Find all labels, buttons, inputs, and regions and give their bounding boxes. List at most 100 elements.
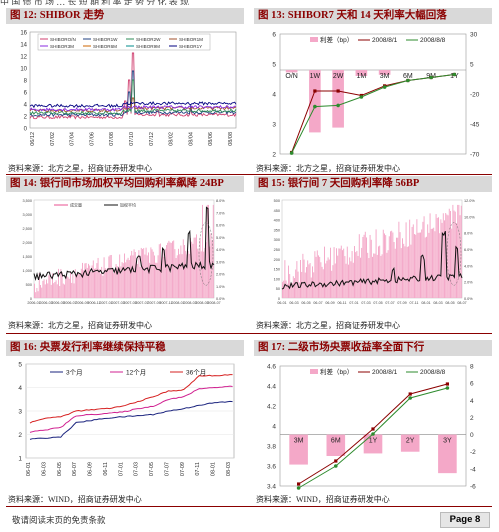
fig17-chart: 4.6 4.4 4.2 4 3.8 3.6 3.4 8 6 4 2 0 -2 -4 -6 3M 6M 1Y 2Y 3Y… [267, 364, 476, 491]
volume-bar [300, 259, 301, 298]
volume-bar [453, 210, 455, 298]
volume-bar [390, 231, 391, 298]
volume-bar [342, 250, 343, 298]
volume-bar [301, 271, 303, 298]
volume-bar [334, 263, 336, 298]
volume-bar [71, 282, 73, 298]
y-tick-label: 2 [24, 115, 28, 121]
volume-bar [114, 269, 116, 298]
x-tick-label: 07/02 [50, 132, 56, 146]
y-tick-label-left: 2 [272, 152, 276, 159]
volume-bar [35, 292, 37, 298]
fig13-title: 图 13: SHIBOR7 天和 14 天利率大幅回落 [254, 8, 492, 24]
volume-bar [338, 248, 340, 298]
volume-bar [370, 239, 372, 298]
x-tick-label: 08/04 [188, 132, 194, 146]
rate-0808-point [445, 386, 450, 390]
legend-label: SHIBOR1M [179, 37, 203, 42]
y-tick-label-right: -2 [470, 449, 476, 456]
rate-0808-point [289, 151, 294, 155]
volume-bar [364, 231, 366, 298]
volume-bar [184, 245, 185, 298]
legend-label: 2008/8/1 [372, 37, 398, 44]
plot-area [279, 365, 467, 487]
legend-label: 利差（bp） [320, 35, 353, 44]
volume-bar [95, 268, 97, 298]
volume-bar [113, 273, 115, 298]
y-tick-label-left: 4 [272, 424, 276, 431]
volume-bar [439, 233, 441, 298]
x-tick-label: 2008-07 [207, 301, 220, 305]
volume-bar [73, 283, 75, 298]
volume-bar [309, 263, 311, 298]
volume-bar [212, 204, 214, 298]
volume-bar [179, 254, 181, 298]
volume-bar [54, 281, 56, 298]
volume-bar [298, 282, 300, 298]
rate-line [281, 231, 463, 290]
volume-bar [378, 246, 379, 298]
volume-bar [402, 238, 403, 298]
x-tick-label: 08-03 [433, 301, 442, 305]
volume-bar [385, 235, 387, 298]
volume-bar [61, 272, 63, 298]
series-line [29, 104, 237, 112]
y-tick-label-left: 100 [274, 277, 280, 281]
legend-label: 3个月 [66, 369, 83, 377]
y-tick-label-right: 4.0% [464, 264, 473, 268]
x-tick-label: 2007-07 [135, 301, 148, 305]
volume-bar [126, 259, 128, 298]
volume-bar [411, 226, 413, 298]
volume-bar [72, 273, 74, 298]
volume-bar [432, 228, 433, 298]
rate-0808-point [452, 72, 457, 77]
volume-bar [65, 279, 67, 298]
volume-bar [405, 222, 407, 298]
y-tick-label-left: 0 [278, 297, 280, 301]
fig14-title: 图 14: 银行间市场加权平均回购利率飙降 24BP [6, 176, 244, 192]
volume-bar [188, 253, 190, 298]
volume-bar [452, 204, 454, 298]
spread-bar [332, 70, 344, 128]
y-tick-label-right: 2 [470, 415, 474, 422]
y-tick-label-right: 4.0% [216, 248, 225, 252]
volume-bar [403, 243, 405, 298]
fig15-title: 图 15: 银行间 7 天回购利率降 56BP [254, 176, 492, 192]
spread-bar [378, 70, 391, 75]
y-tick-label-left: 450 [274, 209, 280, 213]
volume-bar [397, 237, 399, 298]
volume-bar [79, 273, 81, 298]
volume-bar [410, 244, 412, 298]
volume-bar [139, 266, 141, 298]
volume-bar [66, 276, 68, 298]
y-tick-label-left: 4 [272, 92, 276, 99]
legend-label: SHIBOR2W [136, 37, 161, 42]
rate-0808-point [334, 464, 338, 468]
volume-bar [96, 263, 98, 298]
volume-bar [100, 273, 101, 298]
volume-bar [361, 247, 363, 298]
volume-bar [122, 263, 124, 298]
y-tick-label-left: 3 [272, 122, 276, 129]
volume-bar [440, 219, 442, 298]
volume-bar [408, 246, 409, 298]
volume-bar [149, 262, 151, 298]
volume-bar [191, 241, 193, 298]
fig17-source: 资料来源：WIND，招商证券研发中心 [256, 495, 390, 504]
volume-bar [104, 268, 106, 298]
volume-bar [376, 254, 378, 298]
volume-bar [331, 270, 333, 298]
volume-bar [374, 253, 376, 298]
volume-bar [438, 217, 439, 298]
y-tick-label-right: -6 [470, 484, 476, 491]
volume-bar [292, 276, 294, 298]
volume-bar [200, 251, 202, 298]
volume-bar [302, 253, 304, 298]
y-tick-label: 0 [24, 127, 28, 133]
volume-bar [172, 241, 173, 298]
volume-bar [421, 229, 423, 298]
x-tick-label: 2006-01 [27, 301, 40, 305]
volume-bar [78, 272, 80, 298]
volume-bar [415, 234, 417, 298]
volume-bar [163, 256, 165, 298]
